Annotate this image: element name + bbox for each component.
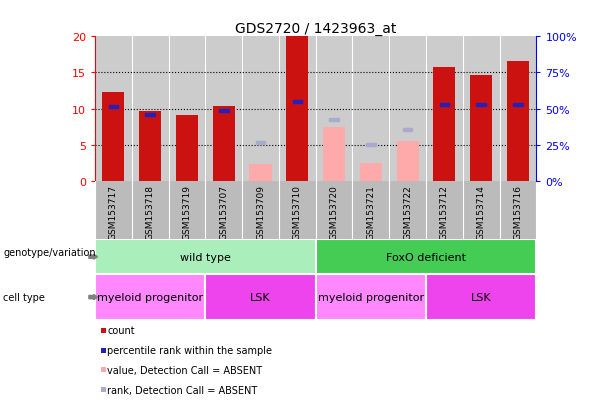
Text: GSM153714: GSM153714	[477, 185, 485, 240]
Text: FoxO deficient: FoxO deficient	[386, 252, 466, 262]
Bar	[329, 119, 339, 122]
Bar	[316, 240, 536, 275]
Text: GSM153709: GSM153709	[256, 185, 265, 240]
Bar	[513, 104, 523, 107]
Text: GSM153717: GSM153717	[109, 185, 118, 240]
Bar	[426, 275, 536, 320]
Text: LSK: LSK	[471, 292, 492, 302]
Bar	[360, 164, 382, 182]
Bar	[139, 112, 161, 182]
Bar	[213, 107, 235, 182]
Bar	[292, 101, 302, 104]
Text: GSM153722: GSM153722	[403, 185, 412, 239]
Bar	[476, 104, 486, 107]
Bar	[176, 115, 198, 182]
Title: GDS2720 / 1423963_at: GDS2720 / 1423963_at	[235, 22, 397, 36]
Bar	[397, 142, 419, 182]
Text: GSM153720: GSM153720	[330, 185, 338, 240]
Bar	[433, 68, 455, 182]
Bar	[323, 128, 345, 182]
Text: GSM153719: GSM153719	[183, 185, 191, 240]
Bar	[286, 37, 308, 182]
Bar	[205, 275, 316, 320]
Bar	[102, 93, 124, 182]
Text: genotype/variation: genotype/variation	[3, 247, 96, 257]
Text: value, Detection Call = ABSENT: value, Detection Call = ABSENT	[107, 365, 262, 375]
Text: GSM153716: GSM153716	[514, 185, 522, 240]
Text: GSM153712: GSM153712	[440, 185, 449, 240]
Bar	[95, 240, 316, 275]
Bar	[109, 106, 118, 109]
Bar	[316, 275, 426, 320]
Bar	[470, 76, 492, 182]
Text: percentile rank within the sample: percentile rank within the sample	[107, 345, 272, 355]
Text: GSM153718: GSM153718	[146, 185, 154, 240]
Bar	[249, 165, 272, 182]
Bar	[403, 129, 413, 132]
Bar	[440, 104, 449, 107]
Text: wild type: wild type	[180, 252, 230, 262]
Bar	[95, 275, 205, 320]
Bar	[366, 143, 376, 147]
Text: count: count	[107, 325, 135, 335]
Bar	[219, 110, 229, 113]
Text: myeloid progenitor: myeloid progenitor	[318, 292, 424, 302]
Text: GSM153721: GSM153721	[367, 185, 375, 240]
Bar	[507, 62, 529, 182]
Text: rank, Detection Call = ABSENT: rank, Detection Call = ABSENT	[107, 385, 257, 395]
Text: myeloid progenitor: myeloid progenitor	[97, 292, 204, 302]
Text: cell type: cell type	[3, 292, 45, 302]
Text: GSM153707: GSM153707	[219, 185, 228, 240]
Bar	[256, 142, 265, 145]
Bar	[145, 114, 155, 117]
Text: GSM153710: GSM153710	[293, 185, 302, 240]
Text: LSK: LSK	[250, 292, 271, 302]
